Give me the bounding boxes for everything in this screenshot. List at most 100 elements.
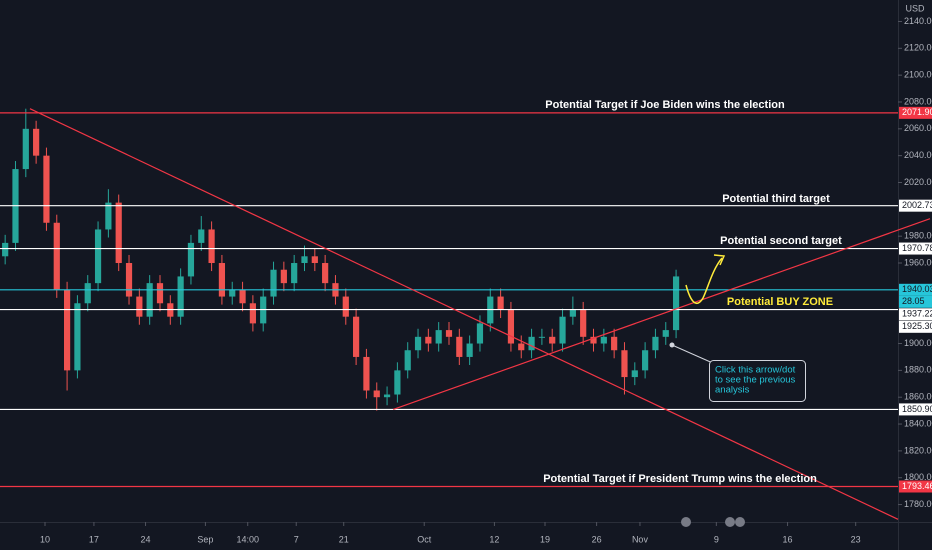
candle-body xyxy=(198,229,205,243)
price-label-box xyxy=(899,480,932,493)
annotation: Potential Target if Joe Biden wins the e… xyxy=(545,99,785,111)
candle-body xyxy=(291,263,298,284)
x-tick-label: 23 xyxy=(851,534,861,544)
x-tick-label: Oct xyxy=(417,534,432,544)
candle-body xyxy=(549,336,556,344)
drawings xyxy=(0,108,931,520)
candle-body xyxy=(445,330,453,337)
candle-body xyxy=(43,155,50,223)
candle-body xyxy=(187,242,195,277)
x-tick-label: 7 xyxy=(294,534,299,544)
annotations: Potential Target if Joe Biden wins the e… xyxy=(543,99,842,485)
y-tick-label: 1960.00 xyxy=(904,257,932,267)
candle-body xyxy=(218,263,226,297)
candle-body xyxy=(280,269,287,284)
candle-body xyxy=(63,289,71,371)
candle-body xyxy=(652,336,659,351)
candle-body xyxy=(383,394,391,398)
y-tick-label: 1820.00 xyxy=(904,445,932,455)
candle-body xyxy=(239,289,246,304)
price-label-box xyxy=(899,403,932,416)
annotation: Potential third target xyxy=(722,193,830,205)
candle-body xyxy=(538,336,545,338)
candle-body xyxy=(125,263,133,297)
candle-body xyxy=(507,309,515,344)
y-tick-label: 1800.00 xyxy=(904,472,932,482)
callout-text: analysis xyxy=(715,385,750,396)
candle-body xyxy=(518,343,525,351)
candle-body xyxy=(249,303,256,324)
candle-body xyxy=(353,316,360,357)
price-label: 1940.03 xyxy=(902,284,932,294)
callout-text: Click this arrow/dot xyxy=(715,365,796,376)
candle-body xyxy=(662,330,669,337)
candle-body xyxy=(580,309,587,337)
candle-body xyxy=(404,350,411,371)
candle-body xyxy=(466,343,473,357)
trendline xyxy=(393,218,931,410)
candle-body xyxy=(569,309,576,317)
event-icons xyxy=(681,517,745,527)
candle-body xyxy=(22,128,29,170)
price-label: 2071.90 xyxy=(902,107,932,117)
candle-body xyxy=(435,330,442,344)
price-label-box xyxy=(899,242,932,255)
candle-body xyxy=(229,289,236,297)
candle-body xyxy=(146,283,153,317)
x-tick-label: 10 xyxy=(40,534,50,544)
x-tick-label: 17 xyxy=(89,534,99,544)
candle-body xyxy=(414,336,422,351)
candle-body xyxy=(115,202,122,264)
candle-body xyxy=(177,276,184,317)
yellow-arrow-head xyxy=(713,254,726,266)
candle-body xyxy=(621,350,628,378)
callout-dot[interactable] xyxy=(669,342,675,348)
y-tick-label: 2080.00 xyxy=(904,96,932,106)
candle-body xyxy=(611,336,618,351)
event-icon[interactable] xyxy=(725,517,735,527)
x-tick-label: 14:00 xyxy=(236,534,259,544)
candle-body xyxy=(105,202,112,230)
candle-body xyxy=(74,303,81,371)
price-label: 1793.46 xyxy=(902,481,932,491)
y-tick-label: 1780.00 xyxy=(904,499,932,509)
price-label-box xyxy=(899,199,932,212)
annotation: Potential second target xyxy=(720,235,842,247)
countdown-box xyxy=(899,295,932,308)
candle-body xyxy=(156,283,164,304)
callout-text: to see the previous xyxy=(715,375,796,386)
price-label-box xyxy=(899,106,932,119)
y-tick-label: 1900.00 xyxy=(904,338,932,348)
price-label: 2002.73 xyxy=(902,200,932,210)
candle-body xyxy=(270,269,277,297)
callout-pointer xyxy=(671,344,716,365)
callout-box[interactable] xyxy=(709,360,806,402)
candle-body xyxy=(136,296,143,317)
candle-body xyxy=(301,256,308,264)
candle-body xyxy=(363,356,370,391)
candle-body xyxy=(311,256,318,264)
y-tick-label: 1980.00 xyxy=(904,231,932,241)
y-tick-label: 2060.00 xyxy=(904,123,932,133)
y-tick-label: 2120.00 xyxy=(904,43,932,53)
price-label-box xyxy=(899,320,932,333)
candle-body xyxy=(559,316,566,344)
yellow-arrow xyxy=(685,257,723,304)
event-icon[interactable] xyxy=(735,517,745,527)
candle-body xyxy=(497,296,504,310)
axes: 2140.00 2120.00 2100.00 2080.00 2060.00 2040.… xyxy=(40,16,932,544)
candle-body xyxy=(322,263,329,284)
candle-body xyxy=(342,296,349,317)
trendline xyxy=(29,108,899,520)
candle-body xyxy=(528,336,535,351)
y-tick-label: 2100.00 xyxy=(904,70,932,80)
candle-body xyxy=(642,350,649,371)
x-tick-label: 21 xyxy=(339,534,349,544)
y-tick-label: 1860.00 xyxy=(904,392,932,402)
candle-body xyxy=(94,229,102,284)
candle-body xyxy=(631,370,638,378)
candle-body xyxy=(33,128,40,156)
x-tick-label: 24 xyxy=(141,534,151,544)
x-tick-label: 16 xyxy=(783,534,793,544)
event-icon[interactable] xyxy=(681,517,691,527)
